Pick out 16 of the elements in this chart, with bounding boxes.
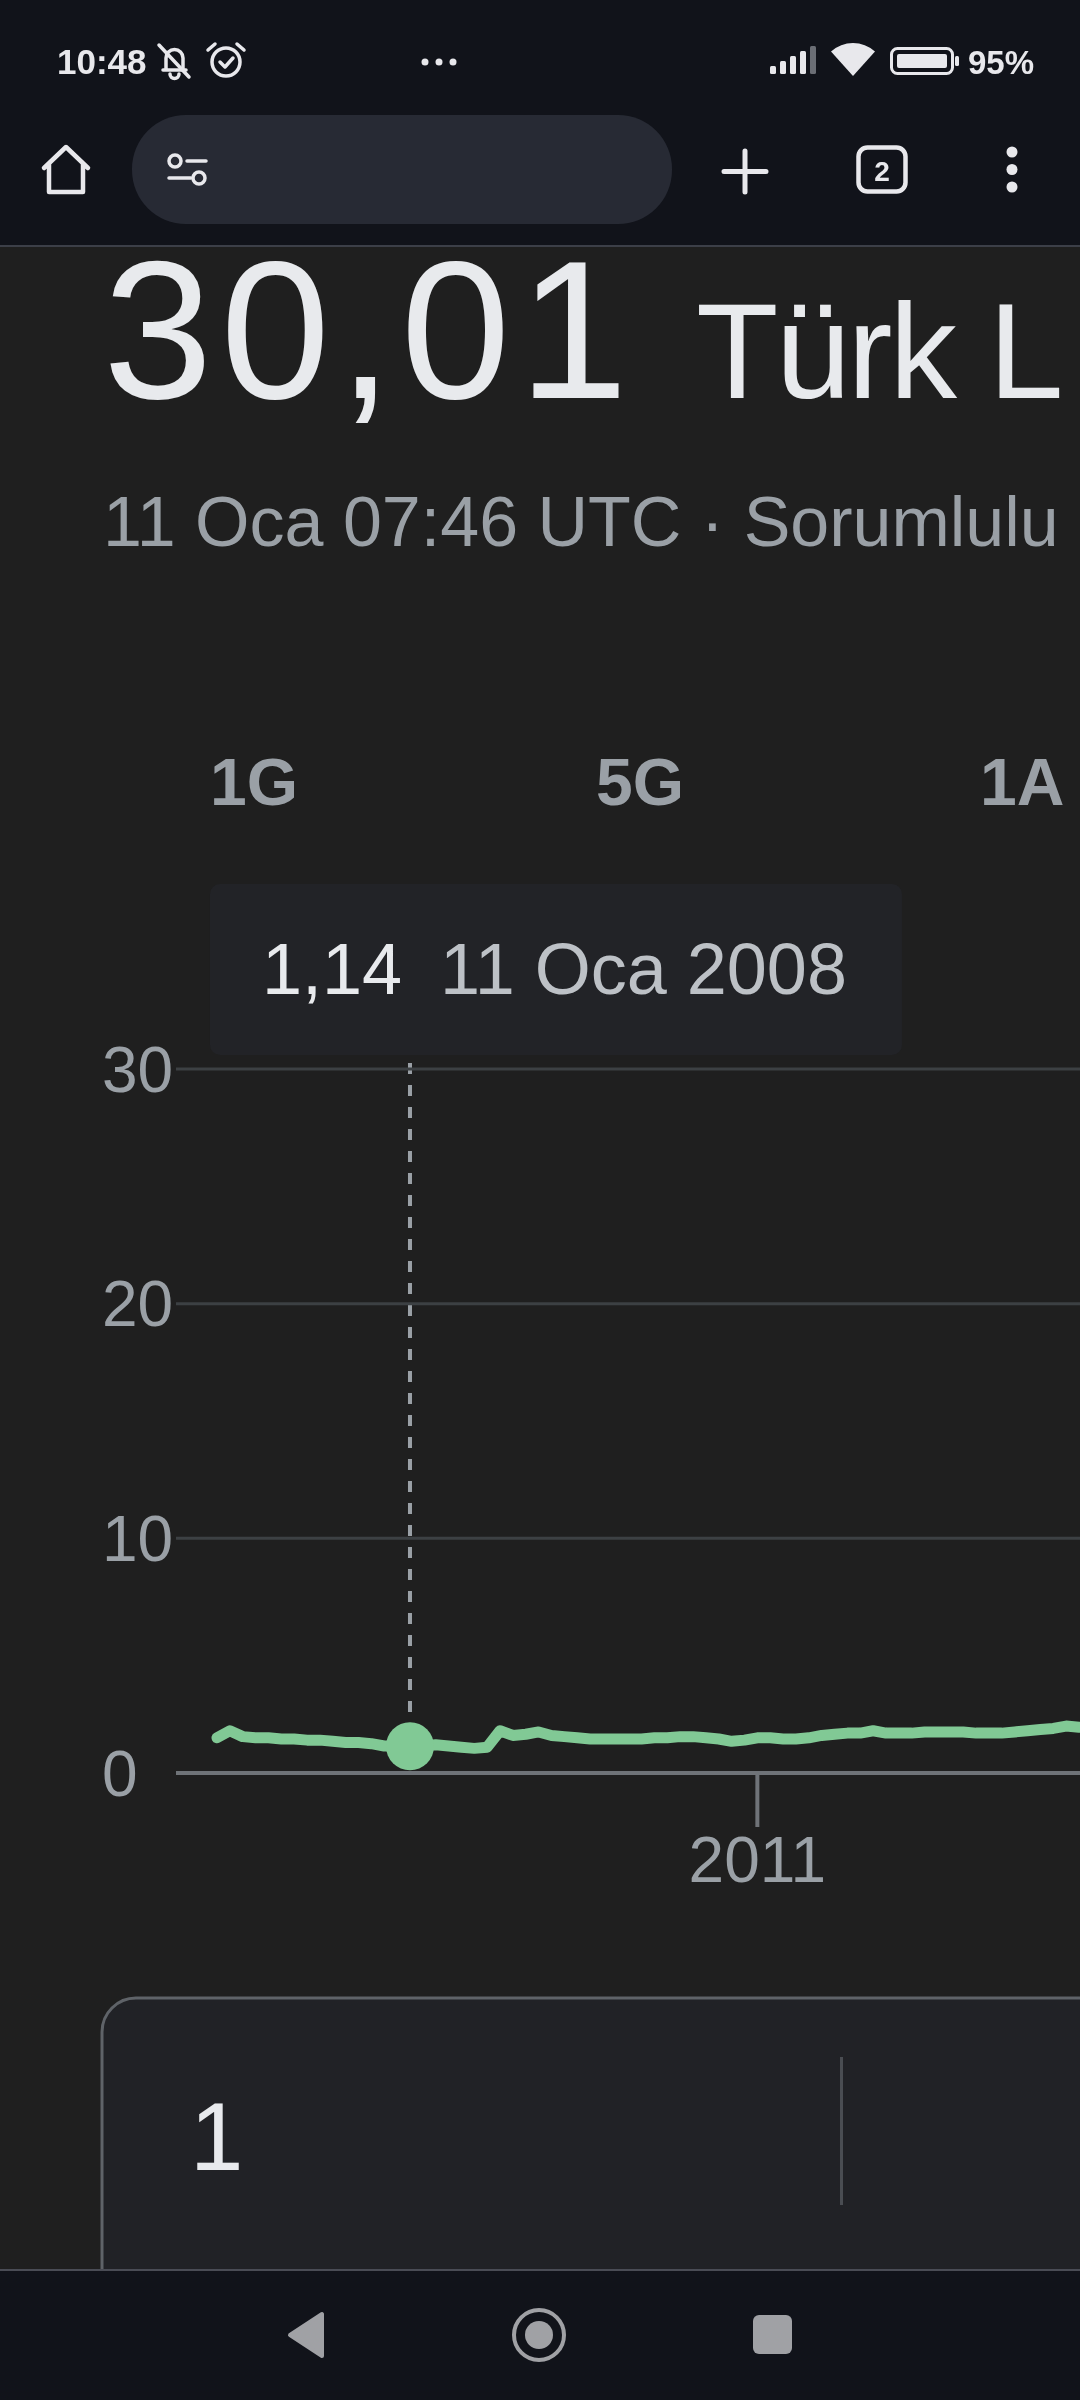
chart-title: 30,01 Türk L (103, 220, 1061, 440)
text: 2 (874, 156, 890, 187)
text: 1G (210, 745, 299, 819)
text: 95% (968, 44, 1035, 81)
y-tick-label: 30 (102, 1033, 174, 1106)
x-tick-label: 2011 (688, 1824, 827, 1896)
text: 5G (596, 745, 685, 819)
text: 11 Oca 2008 (439, 929, 847, 1009)
y-tick-label: 10 (102, 1503, 174, 1576)
text: 10:48 (57, 42, 147, 81)
text: 1 (190, 2083, 244, 2190)
chart-subtitle: 11 Oca 07:46 UTC · Sorumlulu (103, 483, 1059, 561)
y-tick-label: 20 (102, 1268, 174, 1341)
y-tick-label: 0 (102, 1737, 138, 1810)
text: 1,14 (261, 929, 403, 1009)
text: 1A (980, 745, 1065, 819)
